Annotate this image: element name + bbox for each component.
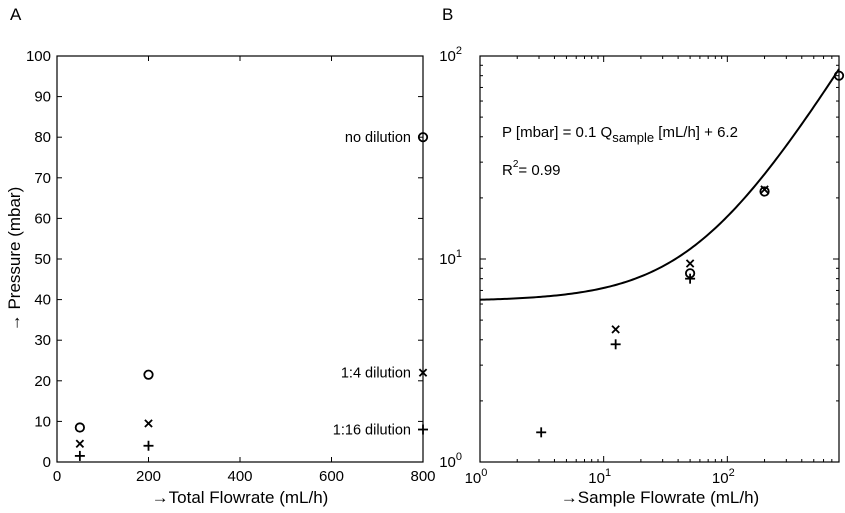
point-x [418,368,428,377]
y-tick-label: 80 [34,129,51,146]
point-x [144,419,153,428]
point-circle [833,70,845,81]
panel-a-annotations: no dilution 1:4 dilution 1:16 dilution [333,130,411,438]
point-circle [759,186,770,197]
panel-a-letter: A [10,5,22,24]
panel-a-x-axis-label: →Total Flowrate (mL/h) [152,488,329,507]
point-plus [610,339,621,350]
x-tick-label: 200 [136,468,161,485]
panel-a-y-ticks: 0 10 20 30 40 50 60 70 80 90 100 [26,48,423,471]
x-tick-label: 600 [319,468,344,485]
panel-b-points [536,70,845,438]
y-tick-label: 40 [34,292,51,309]
point-plus [74,450,85,461]
point-plus [685,273,696,284]
point-x [611,325,620,334]
point-circle [417,132,429,143]
x-tick-label: 100 [465,467,488,487]
point-circle [143,369,154,380]
x-tick-label: 0 [53,468,61,485]
y-tick-label: 0 [43,454,51,471]
panel-b-r-squared: R2= 0.99 [502,159,561,179]
point-x [760,185,769,194]
y-tick-label: 70 [34,170,51,187]
panel-b-x-axis-label: →Sample Flowrate (mL/h) [561,488,759,507]
x-tick-label: 102 [712,467,735,487]
panel-a-y-axis-label: → Pressure (mbar) [5,187,24,332]
y-tick-label: 90 [34,89,51,106]
point-plus [536,427,547,438]
y-tick-label: 100 [439,451,462,471]
y-tick-label: 60 [34,210,51,227]
x-tick-label: 400 [227,468,252,485]
y-tick-label: 50 [34,251,51,268]
panel-a-points [74,132,429,461]
panel-b-y-ticks: 100 101 102 [439,45,839,471]
y-tick-label: 100 [26,48,51,65]
panel-a-chart: 0 200 400 600 800 0 10 20 30 40 50 60 70 80 90 100 no … [5,48,436,507]
point-x [75,439,85,448]
series-annotation: 1:16 dilution [333,423,411,439]
y-tick-label: 20 [34,373,51,390]
y-tick-label: 30 [34,332,51,349]
panel-b-fit-equation: P [mbar] = 0.1 Qsample [mL/h] + 6.2 [502,124,738,145]
y-tick-label: 10 [34,413,51,430]
x-tick-label: 800 [410,468,435,485]
point-circle [74,422,85,433]
y-tick-label: 101 [439,248,462,268]
panel-b-fit-line [479,68,840,301]
panel-b-frame [479,55,840,463]
panel-b-letter: B [442,5,453,24]
x-tick-label: 101 [588,467,611,487]
point-plus [143,440,154,451]
series-annotation: no dilution [345,130,411,146]
panel-b-chart: 100 101 102 100 101 102 P [mbar] = 0.1 Qsamp… [439,45,845,507]
point-x [685,259,695,268]
panel-a-frame [56,55,424,463]
series-annotation: 1:4 dilution [341,366,411,382]
point-plus [418,424,428,435]
panel-a-x-ticks: 0 200 400 600 800 [53,56,436,485]
y-tick-label: 102 [439,45,462,65]
